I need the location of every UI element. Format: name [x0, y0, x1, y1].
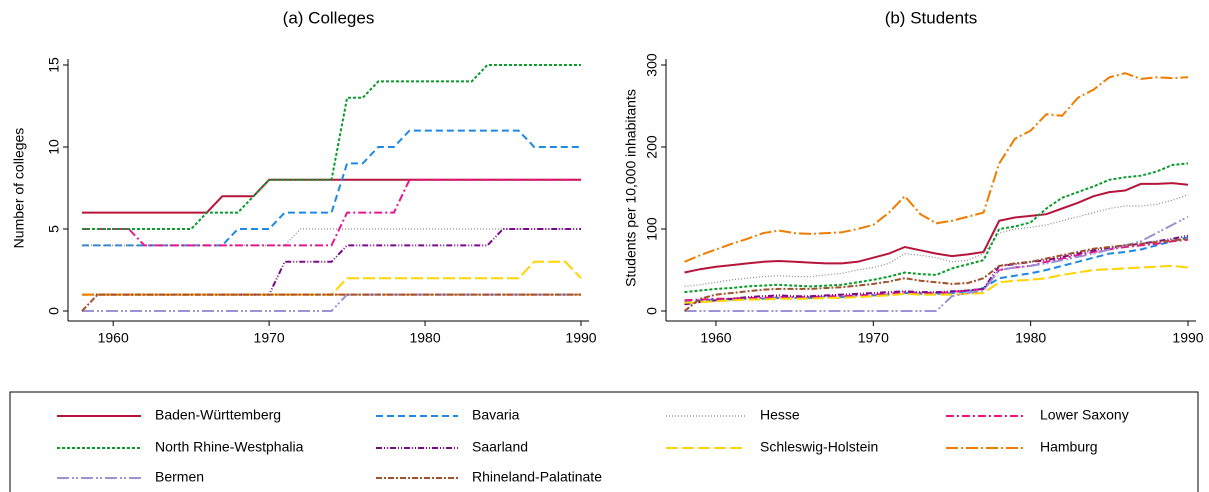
x-tick-label: 1990 — [1172, 330, 1203, 346]
legend-label: Schleswig-Holstein — [760, 439, 878, 455]
y-tick-label: 10 — [46, 139, 62, 155]
series-line — [684, 72, 1189, 263]
legend-label: Lower Saxony — [1040, 407, 1129, 423]
series-line — [82, 293, 581, 312]
legend-label: Bermen — [155, 469, 204, 485]
series-line — [81, 293, 581, 312]
y-axis-label: Students per 10,000 inhabitants — [623, 89, 639, 287]
y-tick-label: 0 — [644, 307, 660, 315]
chart-title: (b) Students — [885, 8, 978, 27]
series-line — [82, 228, 581, 246]
y-tick-label: 5 — [46, 225, 62, 233]
legend-label: Saarland — [472, 439, 528, 455]
x-tick-label: 1990 — [565, 330, 596, 346]
chart-title: (a) Colleges — [283, 8, 375, 27]
legend-label: Baden-Württemberg — [155, 407, 281, 423]
x-tick-label: 1980 — [409, 330, 440, 346]
x-tick-label: 1970 — [858, 330, 889, 346]
series-line — [82, 129, 581, 247]
series-line — [82, 178, 581, 214]
series-line — [684, 182, 1189, 274]
series-line — [684, 215, 1189, 312]
series-line — [82, 64, 581, 230]
series-line — [683, 237, 1189, 312]
series-line — [684, 194, 1189, 287]
legend-label: Bavaria — [472, 407, 520, 423]
series-line — [82, 178, 581, 247]
series-line — [684, 234, 1189, 306]
legend-label: Hamburg — [1040, 439, 1098, 455]
legend-label: Rhineland-Palatinate — [472, 469, 602, 485]
x-tick-label: 1960 — [98, 330, 129, 346]
series-line — [684, 264, 1189, 304]
series-line — [82, 260, 582, 296]
y-axis-label: Number of colleges — [11, 128, 27, 249]
y-tick-label: 200 — [644, 135, 660, 159]
y-tick-label: 15 — [46, 57, 62, 73]
series-line — [82, 228, 581, 296]
legend-label: Hesse — [760, 407, 800, 423]
series-line — [684, 162, 1189, 294]
y-tick-label: 300 — [644, 53, 660, 77]
x-tick-label: 1960 — [700, 330, 731, 346]
y-tick-label: 100 — [644, 217, 660, 241]
legend-label: North Rhine-Westphalia — [155, 439, 304, 455]
x-tick-label: 1970 — [254, 330, 285, 346]
legend-box — [9, 391, 1199, 492]
x-tick-label: 1980 — [1015, 330, 1046, 346]
y-tick-label: 0 — [46, 307, 62, 315]
